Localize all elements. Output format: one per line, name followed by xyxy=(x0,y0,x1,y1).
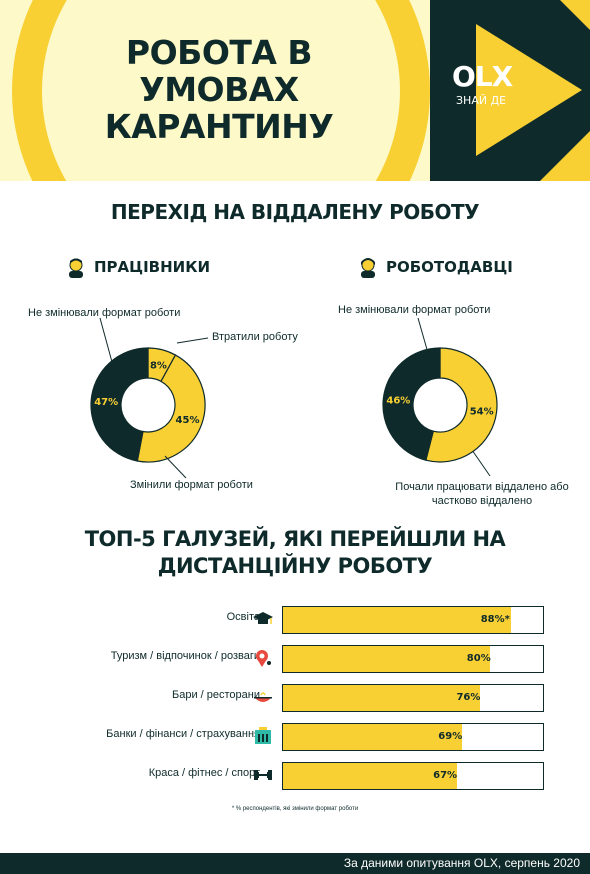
source-note: За даними опитування OLX, серпень 2020 xyxy=(343,856,580,870)
brand-logo: OLX xyxy=(452,60,513,93)
bar-category-label: Банки / фінанси / страхування xyxy=(106,728,260,740)
pie-slice xyxy=(425,347,498,463)
play-triangle-icon xyxy=(430,24,590,181)
employers-donut-chart: 54% 46% xyxy=(382,347,498,463)
bar-track: 76% xyxy=(282,684,544,712)
employer-person-icon xyxy=(361,258,375,278)
bar-track: 69% xyxy=(282,723,544,751)
bar-row: Банки / фінанси / страхування 69% xyxy=(0,721,590,751)
employers-heading: РОБОТОДАВЦІ xyxy=(358,256,513,278)
page-title: РОБОТА В УМОВАХ КАРАНТИНУ xyxy=(104,33,334,146)
pie-slice xyxy=(382,347,441,461)
section-title-top5: ТОП-5 ГАЛУЗЕЙ, ЯКІ ПЕРЕЙШЛИ НА ДИСТАНЦІЙ… xyxy=(84,527,506,578)
bar-fill xyxy=(283,685,480,711)
bar-category-label: Краса / фітнес / спорт xyxy=(148,767,260,779)
employers-remote-label: Почали працювати віддалено або частково … xyxy=(395,481,569,507)
employers-label: РОБОТОДАВЦІ xyxy=(386,258,513,276)
corner-accent-icon xyxy=(540,0,590,181)
dumbbell-icon xyxy=(254,770,272,780)
map-pin-icon xyxy=(256,650,271,667)
bar-fill xyxy=(283,724,462,750)
employers-unchanged-label: Не змінювали формат роботи xyxy=(338,304,491,316)
bar-track: 88%* xyxy=(282,606,544,634)
pie-value-label: 47% xyxy=(94,397,118,408)
pie-slice xyxy=(136,354,206,463)
bar-fill xyxy=(283,646,491,672)
brand-panel: OLX ЗНАЙ ДЕ xyxy=(430,0,590,181)
bar-row: Краса / фітнес / спорт 67% xyxy=(0,760,590,790)
bar-value-label: 69% xyxy=(438,731,463,742)
bar-fill xyxy=(283,607,511,633)
pie-value-label: 8% xyxy=(150,360,167,371)
pie-value-label: 45% xyxy=(176,415,200,426)
bar-row: Туризм / відпочинок / розваги 80% xyxy=(0,643,590,673)
bar-track: 67% xyxy=(282,762,544,790)
workers-donut-chart: 8% 45% 47% xyxy=(90,347,206,463)
hero-banner: РОБОТА В УМОВАХ КАРАНТИНУ OLX ЗНАЙ ДЕ xyxy=(0,0,590,181)
section-title-remote: ПЕРЕХІД НА ВІДДАЛЕНУ РОБОТУ xyxy=(110,200,480,224)
food-dish-icon xyxy=(254,692,272,702)
bar-value-label: 80% xyxy=(466,653,491,664)
footer: За даними опитування OLX, серпень 2020 xyxy=(0,853,590,874)
pie-value-label: 46% xyxy=(386,396,410,407)
workers-unchanged-label: Не змінювали формат роботи xyxy=(28,307,181,319)
bar-category-label: Бари / ресторани xyxy=(172,689,260,701)
bar-track: 80% xyxy=(282,645,544,673)
pie-value-label: 54% xyxy=(470,406,494,417)
decorative-ring-inner xyxy=(42,0,400,181)
workers-label: ПРАЦІВНИКИ xyxy=(94,258,211,276)
worker-person-icon xyxy=(69,258,83,278)
bank-icon xyxy=(255,727,271,744)
workers-heading: ПРАЦІВНИКИ xyxy=(66,256,210,278)
bar-fill xyxy=(283,763,457,789)
graduation-cap-icon xyxy=(253,612,273,624)
bar-category-label: Туризм / відпочинок / розваги xyxy=(110,650,260,662)
bar-row: Освіта 88%* xyxy=(0,604,590,634)
workers-changed-label: Змінили формат роботи xyxy=(130,479,253,491)
bar-value-label: 76% xyxy=(456,692,481,703)
bar-category-label: Освіта xyxy=(226,611,260,623)
bar-value-label: 88%* xyxy=(480,614,510,625)
bar-row: Бари / ресторани 76% xyxy=(0,682,590,712)
bar-value-label: 67% xyxy=(433,770,458,781)
footnote: * % респондентів, які змінили формат роб… xyxy=(231,806,359,812)
workers-lost-label: Втратили роботу xyxy=(212,331,298,343)
pie-slice xyxy=(90,347,149,462)
brand-tagline: ЗНАЙ ДЕ xyxy=(456,94,507,107)
